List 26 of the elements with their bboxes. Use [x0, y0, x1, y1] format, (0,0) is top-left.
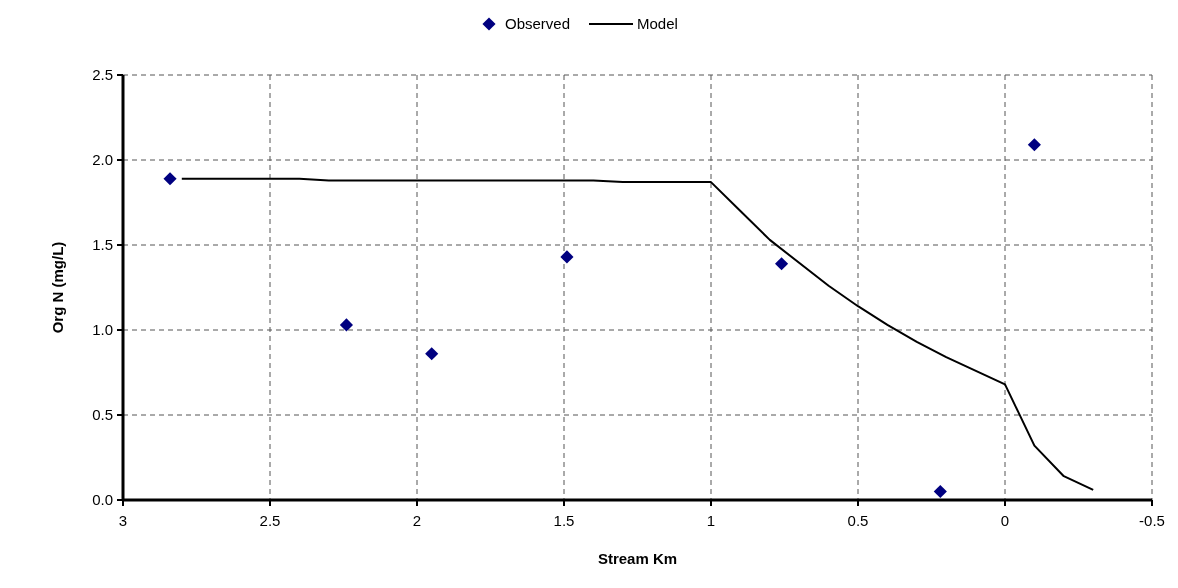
legend-label: Observed: [505, 15, 571, 33]
y-axis-title: Org N (mg/L): [49, 241, 66, 334]
x-tick-label: -0.5: [1139, 512, 1165, 529]
x-tick-label: 1: [706, 512, 716, 529]
y-tick-label: 2.5: [92, 66, 113, 84]
point: [560, 250, 574, 264]
point: [339, 318, 354, 332]
point: [933, 484, 947, 499]
x-axis-title: Stream Km: [597, 550, 678, 567]
x-tick-label: 1.5: [553, 512, 575, 529]
y-tick-label: 1.0: [92, 321, 113, 339]
x-tick-label: 0: [1000, 512, 1010, 529]
x-tick-label: 0.5: [847, 512, 869, 529]
x-tick-label: 2: [412, 512, 422, 529]
y-tick-label: 2.0: [92, 151, 113, 169]
point: [425, 347, 439, 361]
line-series: [180, 177, 1095, 491]
point: [774, 257, 789, 271]
y-tick-label: 0.5: [92, 406, 113, 424]
x-tick-label: 2.5: [259, 512, 281, 529]
x-tick-label: 3: [118, 512, 128, 529]
y-tick-label: 0.0: [92, 491, 113, 509]
legend-label: Model: [637, 15, 678, 33]
y-tick-label: 1.5: [92, 236, 113, 254]
point: [1027, 138, 1041, 152]
point: [163, 172, 177, 186]
